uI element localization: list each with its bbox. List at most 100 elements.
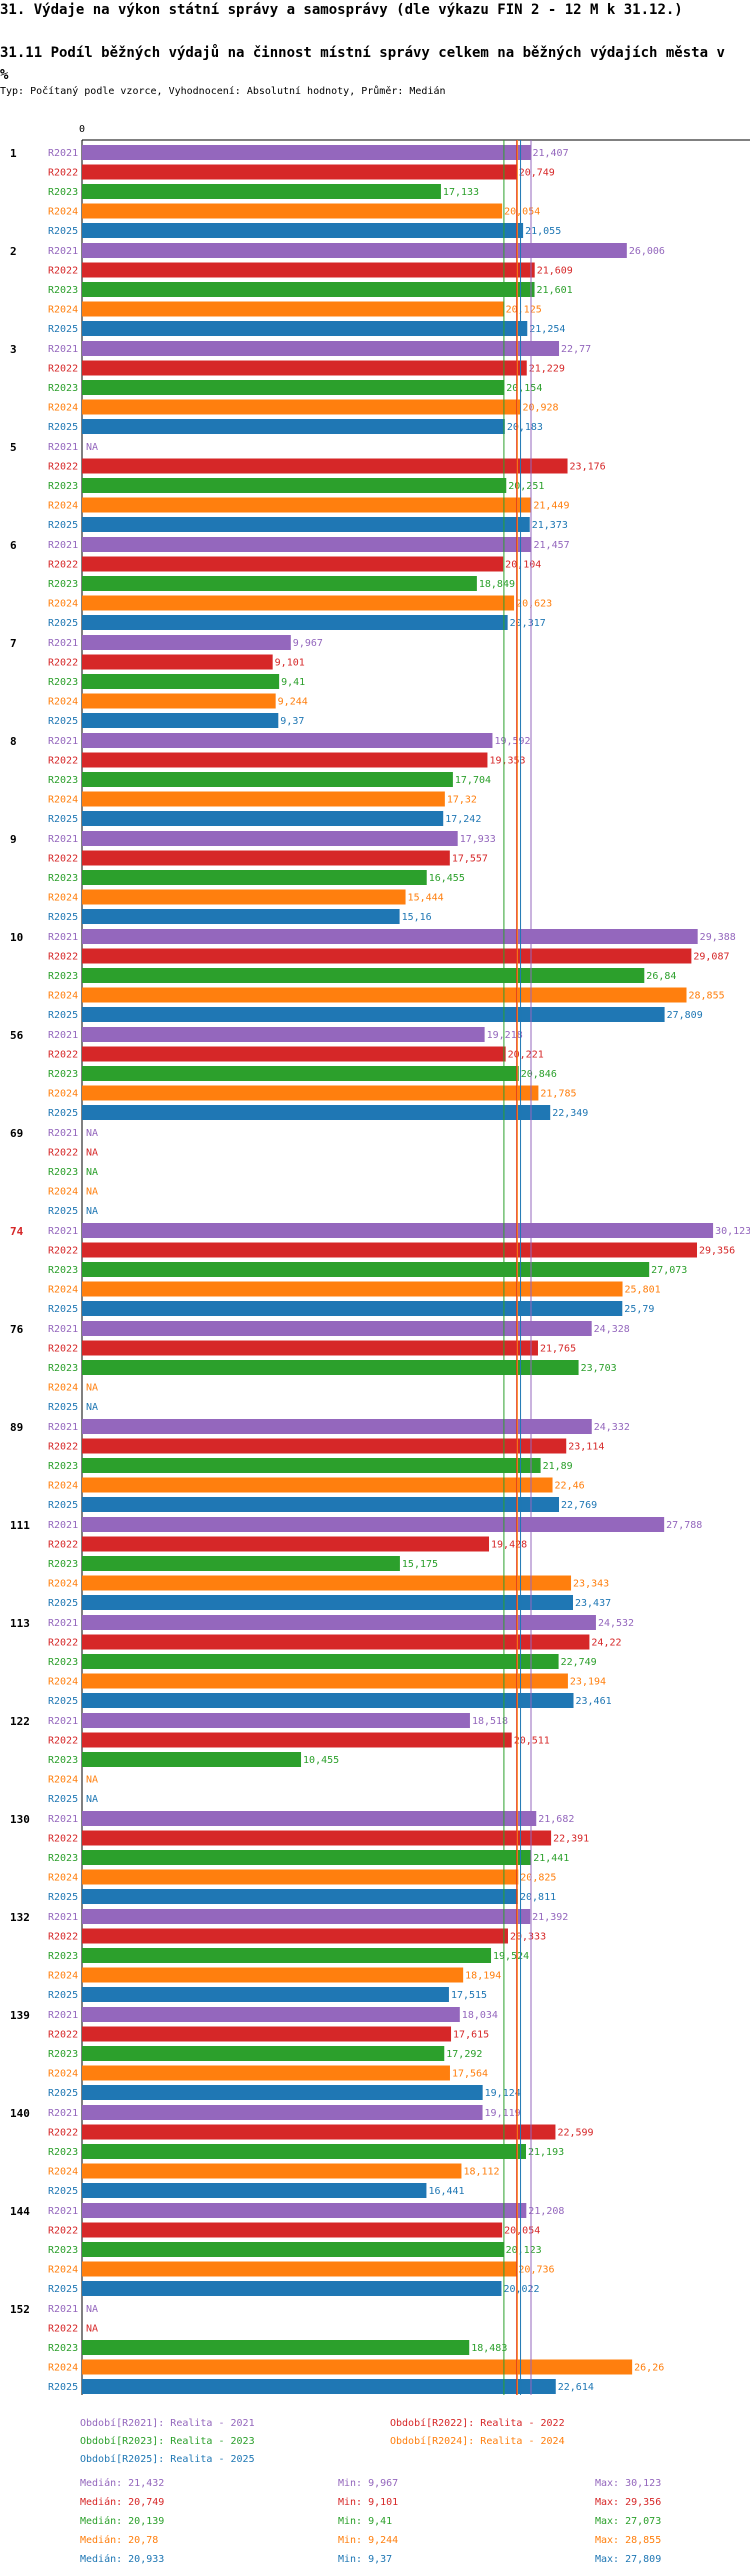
bar bbox=[82, 2007, 460, 2022]
data-label: 9,41 bbox=[281, 677, 305, 688]
series-label: R2024 bbox=[48, 2265, 78, 2276]
bar bbox=[82, 184, 441, 199]
bar bbox=[82, 458, 568, 474]
data-label: 22,46 bbox=[555, 1481, 585, 1492]
series-label: R2022 bbox=[48, 2324, 78, 2335]
bar bbox=[82, 1360, 579, 1375]
category-label: 122 bbox=[10, 1715, 30, 1728]
data-label: 21,89 bbox=[543, 1461, 573, 1472]
series-label: R2023 bbox=[48, 2049, 78, 2060]
bar bbox=[82, 2183, 427, 2198]
bar bbox=[82, 929, 698, 944]
series-label: R2023 bbox=[48, 1069, 78, 1080]
data-label: 21,601 bbox=[537, 285, 573, 296]
bar bbox=[82, 1027, 485, 1042]
bar bbox=[82, 1673, 568, 1689]
data-label: 15,444 bbox=[408, 893, 444, 904]
bar bbox=[82, 2340, 470, 2355]
data-label: 17,133 bbox=[443, 187, 479, 198]
series-label: R2021 bbox=[48, 638, 78, 649]
bar bbox=[82, 2144, 526, 2159]
bar bbox=[82, 1654, 559, 1669]
data-label: 18,034 bbox=[462, 2010, 498, 2021]
bar bbox=[82, 1948, 492, 1963]
bar bbox=[82, 1477, 553, 1493]
bar bbox=[82, 1301, 623, 1316]
category-label: 9 bbox=[10, 833, 17, 846]
series-label: R2024 bbox=[48, 2167, 78, 2178]
series-label: R2023 bbox=[48, 2343, 78, 2354]
legend-entry: Období[R2021]: Realita - 2021 bbox=[80, 2418, 255, 2429]
data-label: 15,16 bbox=[402, 912, 432, 923]
bar bbox=[82, 145, 531, 160]
bar bbox=[82, 380, 505, 395]
x-axis-zero-label: 0 bbox=[79, 124, 85, 135]
series-label: R2025 bbox=[48, 1990, 78, 2001]
data-label: 29,087 bbox=[693, 952, 729, 963]
bar bbox=[82, 831, 458, 846]
data-label: 27,073 bbox=[651, 1265, 687, 1276]
series-label: R2023 bbox=[48, 579, 78, 590]
category-label: 8 bbox=[10, 735, 17, 748]
series-label: R2021 bbox=[48, 834, 78, 845]
data-label: 18,849 bbox=[479, 579, 515, 590]
data-label: 17,242 bbox=[445, 814, 481, 825]
bar bbox=[82, 1850, 532, 1865]
bar bbox=[82, 2085, 483, 2100]
data-label: 16,441 bbox=[428, 2186, 464, 2197]
data-label: 21,193 bbox=[528, 2147, 564, 2158]
bar bbox=[82, 909, 400, 924]
series-label: R2021 bbox=[48, 1912, 78, 1923]
bar bbox=[82, 1438, 567, 1454]
bar bbox=[82, 556, 504, 572]
series-label: R2023 bbox=[48, 775, 78, 786]
series-label: R2023 bbox=[48, 187, 78, 198]
data-label: 19,428 bbox=[491, 1540, 527, 1551]
category-label: 74 bbox=[10, 1225, 24, 1238]
series-label: R2022 bbox=[48, 1148, 78, 1159]
stat-max: Max: 30,123 bbox=[595, 2478, 662, 2489]
stat-max: Max: 29,356 bbox=[595, 2497, 662, 2508]
series-label: R2023 bbox=[48, 677, 78, 688]
series-label: R2021 bbox=[48, 2108, 78, 2119]
bar bbox=[82, 635, 291, 650]
data-label: 18,518 bbox=[472, 1716, 508, 1727]
bar bbox=[82, 223, 524, 238]
data-label: 20,054 bbox=[504, 207, 540, 218]
category-label: 3 bbox=[10, 343, 17, 356]
stat-min: Min: 9,101 bbox=[338, 2497, 399, 2508]
data-label: 20,825 bbox=[520, 1873, 556, 1884]
data-label: 21,785 bbox=[540, 1089, 576, 1100]
bar bbox=[82, 654, 273, 670]
na-label: NA bbox=[86, 442, 98, 453]
series-label: R2021 bbox=[48, 1128, 78, 1139]
bar bbox=[82, 1928, 508, 1944]
data-label: 21,254 bbox=[529, 324, 565, 335]
category-label: 6 bbox=[10, 539, 17, 552]
category-label: 2 bbox=[10, 245, 17, 258]
data-label: 20,623 bbox=[516, 599, 552, 610]
data-label: 29,356 bbox=[699, 1246, 735, 1257]
na-label: NA bbox=[86, 1148, 98, 1159]
series-label: R2024 bbox=[48, 697, 78, 708]
series-label: R2023 bbox=[48, 2245, 78, 2256]
data-label: 23,194 bbox=[570, 1677, 606, 1688]
legend-entry: Období[R2025]: Realita - 2025 bbox=[80, 2454, 255, 2465]
bar bbox=[82, 1713, 470, 1728]
data-label: 24,328 bbox=[594, 1324, 630, 1335]
data-label: 20,125 bbox=[506, 305, 542, 316]
bar bbox=[82, 2163, 462, 2179]
data-label: 17,32 bbox=[447, 795, 477, 806]
series-label: R2021 bbox=[48, 1618, 78, 1629]
stat-max: Max: 28,855 bbox=[595, 2535, 662, 2546]
category-label: 144 bbox=[10, 2205, 30, 2218]
data-label: 21,765 bbox=[540, 1344, 576, 1355]
bar bbox=[82, 1046, 506, 1062]
bar bbox=[82, 1242, 698, 1258]
na-label: NA bbox=[86, 1383, 98, 1394]
data-label: 17,557 bbox=[452, 854, 488, 865]
series-label: R2022 bbox=[48, 2030, 78, 2041]
bar bbox=[82, 478, 507, 493]
category-label: 10 bbox=[10, 931, 23, 944]
bar bbox=[82, 1340, 538, 1356]
